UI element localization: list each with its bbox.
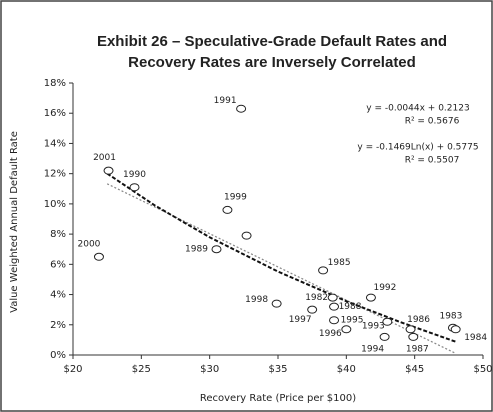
point-label: 1999	[224, 192, 247, 202]
point-label: 2000	[78, 239, 101, 249]
point	[450, 325, 461, 334]
y-tick-label: 12%	[44, 169, 66, 180]
point	[365, 293, 376, 302]
annotation: y = -0.0044x + 0.2123	[366, 104, 469, 114]
chart-title: Recovery Rates are Inversely Correlated	[128, 54, 416, 71]
point	[129, 183, 140, 192]
x-axis-label: Recovery Rate (Price per $100)	[200, 393, 356, 404]
point	[405, 325, 416, 334]
x-tick-label: $20	[63, 364, 82, 375]
y-tick-label: 4%	[50, 290, 66, 301]
point-label: 1986	[407, 315, 430, 325]
point-label: 1994	[361, 344, 384, 354]
point-label: 1982	[305, 293, 328, 303]
point-label: 1988	[339, 302, 362, 312]
point	[341, 325, 352, 334]
point-label: 1990	[123, 170, 146, 180]
y-tick-label: 2%	[50, 320, 66, 331]
y-tick-label: 16%	[44, 108, 66, 119]
y-axis-label: Value Weighted Annual Default Rate	[9, 131, 20, 313]
x-tick-label: $35	[268, 364, 287, 375]
trend-line	[106, 172, 457, 343]
point	[222, 205, 233, 214]
point	[329, 316, 340, 325]
y-tick-label: 18%	[44, 78, 66, 89]
y-tick-label: 6%	[50, 259, 66, 270]
point	[307, 305, 318, 314]
y-tick-label: 14%	[44, 138, 66, 149]
y-tick-label: 10%	[44, 199, 66, 210]
y-tick-label: 0%	[50, 350, 66, 361]
annotation: R² = 0.5507	[405, 156, 460, 166]
point	[329, 302, 340, 311]
point-label: 1997	[289, 315, 312, 325]
point-label: 1993	[362, 321, 385, 331]
point-label: 1991	[214, 96, 237, 106]
chart-title: Exhibit 26 – Speculative-Grade Default R…	[97, 33, 447, 50]
annotation: y = -0.1469Ln(x) + 0.5775	[357, 143, 478, 153]
point	[241, 231, 252, 240]
y-tick-label: 8%	[50, 229, 66, 240]
point-label: 1987	[406, 344, 429, 354]
point	[236, 104, 247, 113]
point-label: 1996	[319, 329, 342, 339]
point-label: 1985	[328, 258, 351, 268]
point-label: 1984	[464, 333, 487, 343]
point	[103, 166, 114, 175]
point-label: 2001	[93, 153, 116, 163]
point	[382, 317, 393, 326]
point	[93, 252, 104, 261]
point-label: 1998	[245, 295, 268, 305]
point	[379, 332, 390, 341]
point	[327, 293, 338, 302]
point	[408, 332, 419, 341]
x-tick-label: $40	[337, 364, 356, 375]
point	[271, 299, 282, 308]
annotation: R² = 0.5676	[405, 117, 460, 127]
x-tick-label: $50	[473, 364, 492, 375]
x-tick-label: $45	[405, 364, 424, 375]
x-tick-label: $25	[132, 364, 151, 375]
point	[211, 245, 222, 254]
point-label: 1995	[341, 316, 364, 326]
point-label: 1983	[439, 311, 462, 321]
point	[318, 266, 329, 275]
point-label: 1989	[185, 245, 208, 255]
x-tick-label: $30	[200, 364, 219, 375]
point-label: 1992	[373, 283, 396, 293]
